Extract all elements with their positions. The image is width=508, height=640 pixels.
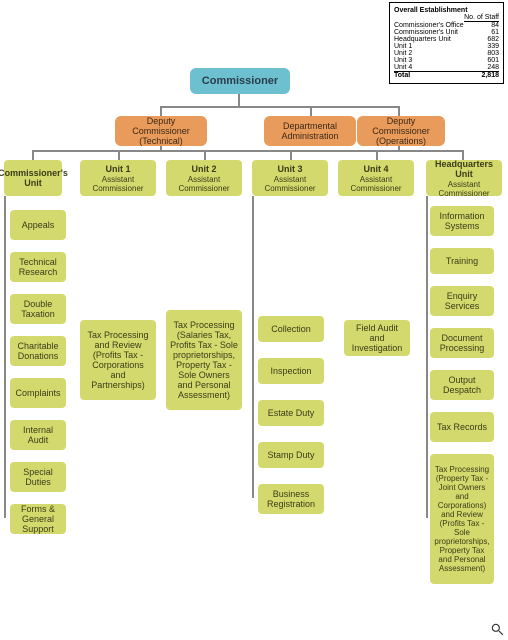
leaf-special-duties: Special Duties xyxy=(10,462,66,492)
leaf-u1-tax: Tax Processing and Review (Profits Tax -… xyxy=(80,320,156,400)
unit-4-head: Unit 4 Assistant Commissioner xyxy=(338,160,414,196)
deputy-ops: Deputy Commissioner (Operations) xyxy=(357,116,445,146)
unit-2-head: Unit 2 Assistant Commissioner xyxy=(166,160,242,196)
leaf-tech-research: Technical Research xyxy=(10,252,66,282)
leaf-appeals: Appeals xyxy=(10,210,66,240)
leaf-internal-audit: Internal Audit xyxy=(10,420,66,450)
leaf-training: Training xyxy=(430,248,494,274)
col-header: No. of Staff xyxy=(464,14,499,22)
leaf-inspection: Inspection xyxy=(258,358,324,384)
magnify-icon[interactable] xyxy=(490,622,504,636)
leaf-enquiry: Enquiry Services xyxy=(430,286,494,316)
unit-1-head: Unit 1 Assistant Commissioner xyxy=(80,160,156,196)
leaf-charitable: Charitable Donations xyxy=(10,336,66,366)
leaf-collection: Collection xyxy=(258,316,324,342)
leaf-hq-tax-review: Tax Processing (Property Tax - Joint Own… xyxy=(430,454,494,584)
staff-table: Overall Establishment No. of Staff Commi… xyxy=(389,2,504,84)
leaf-output-despatch: Output Despatch xyxy=(430,370,494,400)
leaf-estate-duty: Estate Duty xyxy=(258,400,324,426)
table-title: Overall Establishment xyxy=(394,7,499,14)
leaf-complaints: Complaints xyxy=(10,378,66,408)
leaf-doc-proc: Document Processing xyxy=(430,328,494,358)
commissioner-box: Commissioner xyxy=(190,68,290,94)
commissioners-unit-head: Commissioner's Unit xyxy=(4,160,62,196)
hq-unit-head: Headquarters Unit Assistant Commissioner xyxy=(426,160,502,196)
leaf-u2-tax: Tax Processing (Salaries Tax, Profits Ta… xyxy=(166,310,242,410)
leaf-field-audit: Field Audit and Investigation xyxy=(344,320,410,356)
leaf-biz-reg: Business Registration xyxy=(258,484,324,514)
leaf-info-sys: Information Systems xyxy=(430,206,494,236)
leaf-forms-support: Forms & General Support xyxy=(10,504,66,534)
dept-admin: Departmental Administration xyxy=(264,116,356,146)
leaf-stamp-duty: Stamp Duty xyxy=(258,442,324,468)
leaf-tax-records: Tax Records xyxy=(430,412,494,442)
deputy-technical: Deputy Commissioner (Technical) xyxy=(115,116,207,146)
unit-3-head: Unit 3 Assistant Commissioner xyxy=(252,160,328,196)
leaf-double-tax: Double Taxation xyxy=(10,294,66,324)
